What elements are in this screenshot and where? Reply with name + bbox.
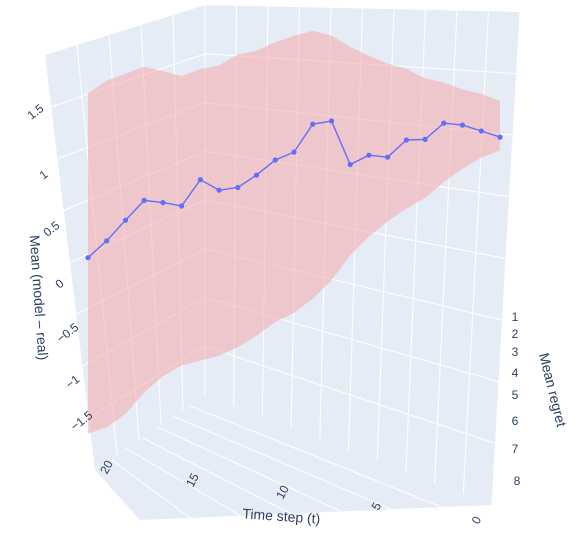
data-point <box>385 154 391 160</box>
y-tick-label: 8 <box>514 474 521 488</box>
data-point <box>272 157 278 163</box>
confidence-band <box>88 30 500 434</box>
data-point <box>253 172 260 178</box>
data-point <box>328 118 335 124</box>
z-tick-label: 0.5 <box>41 218 63 240</box>
data-point <box>160 200 166 206</box>
y-axis-title: Mean regret <box>536 351 570 428</box>
data-point <box>197 177 203 183</box>
data-point <box>141 197 147 203</box>
gridline <box>189 405 442 508</box>
data-point <box>441 120 447 126</box>
y-tick-label: 2 <box>512 327 519 341</box>
gridline <box>126 448 241 517</box>
gridline <box>173 415 392 510</box>
x-tick-label: 20 <box>97 458 116 477</box>
data-point <box>104 238 110 244</box>
data-point <box>216 187 222 193</box>
y-tick-label: 3 <box>512 345 519 359</box>
data-point <box>310 121 316 127</box>
y-tick-label: 7 <box>512 442 519 456</box>
gridline <box>157 426 342 512</box>
x-axis-title: Time step (t) <box>242 505 321 526</box>
z-tick-label: 0 <box>53 276 67 291</box>
gridline <box>110 458 191 519</box>
y-tick-label: 1 <box>512 310 519 324</box>
x-tick-label: 10 <box>273 483 292 502</box>
z-axis-title: Mean (model – real) <box>27 235 52 361</box>
z-tick-label: −1 <box>63 372 83 392</box>
data-point <box>497 134 503 140</box>
data-point <box>179 203 185 209</box>
data-points-layer <box>85 118 503 261</box>
y-tick-label: 6 <box>512 414 519 428</box>
z-tick-label: −0.5 <box>54 320 82 346</box>
data-point <box>478 128 484 134</box>
data-point <box>459 122 466 128</box>
data-point <box>422 136 428 142</box>
gridline <box>141 437 292 515</box>
z-tick-label: 1 <box>37 167 51 182</box>
data-point <box>403 137 409 143</box>
confidence-band-layer <box>88 30 500 434</box>
data-point <box>235 184 241 191</box>
y-tick-label: 4 <box>512 366 519 380</box>
data-point <box>291 149 297 155</box>
data-point <box>366 152 372 158</box>
data-point <box>347 161 353 168</box>
data-point <box>85 255 91 261</box>
data-point <box>122 217 129 223</box>
z-tick-label: 1.5 <box>25 101 47 123</box>
gridline <box>204 345 496 444</box>
x-tick-label: 0 <box>469 514 485 527</box>
x-tick-label: 15 <box>183 471 202 490</box>
y-tick-label: 5 <box>512 388 519 402</box>
